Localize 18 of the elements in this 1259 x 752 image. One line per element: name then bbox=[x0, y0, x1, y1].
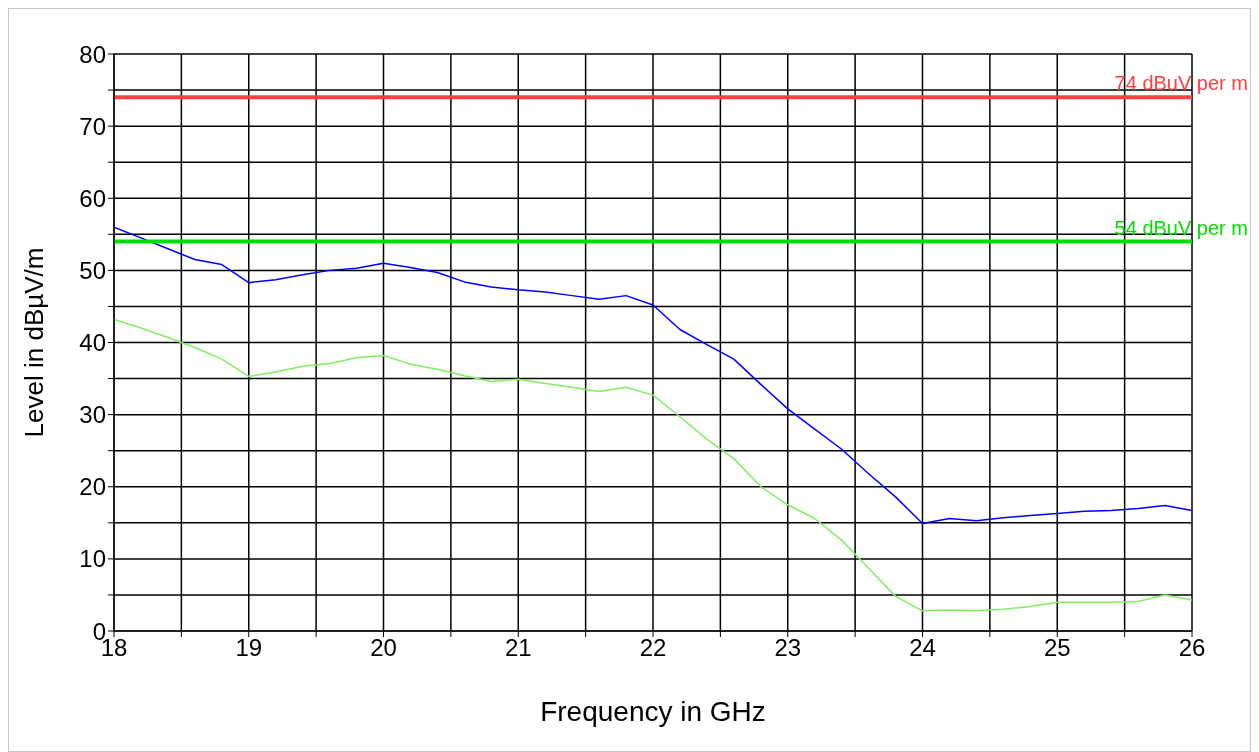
y-axis-title: Level in dBµV/m bbox=[19, 247, 50, 438]
x-tick-label: 25 bbox=[1043, 634, 1071, 662]
x-tick-label: 21 bbox=[504, 634, 532, 662]
y-tick-label: 80 bbox=[79, 40, 106, 68]
x-axis-title: Frequency in GHz bbox=[540, 696, 766, 727]
x-tick-label: 23 bbox=[774, 634, 802, 662]
x-tick-label: 19 bbox=[235, 634, 263, 662]
y-tick-label: 40 bbox=[79, 329, 106, 357]
x-tick-label: 24 bbox=[909, 634, 936, 662]
y-tick-label: 10 bbox=[79, 545, 106, 573]
x-tick-label: 26 bbox=[1178, 634, 1206, 662]
x-tick-label: 22 bbox=[639, 634, 667, 662]
x-tick-label: 20 bbox=[370, 634, 397, 662]
y-tick-label: 30 bbox=[79, 401, 106, 429]
y-tick-label: 20 bbox=[79, 473, 106, 501]
y-tick-label: 70 bbox=[79, 112, 106, 140]
y-tick-label: 50 bbox=[79, 256, 106, 284]
y-tick-label: 60 bbox=[79, 184, 106, 212]
